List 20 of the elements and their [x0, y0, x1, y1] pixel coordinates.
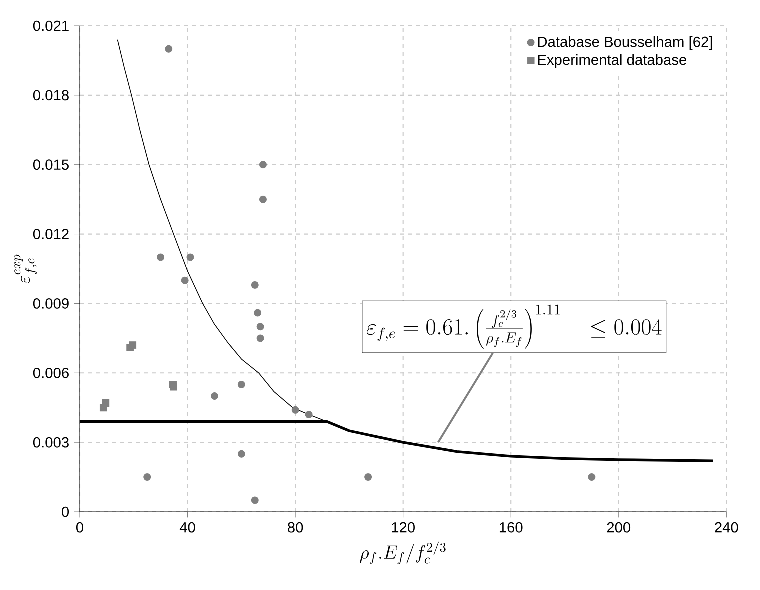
y-tick-label: 0 — [62, 506, 70, 518]
y-axis-title: $\varepsilon_{f,e}^{exp}$ — [14, 254, 38, 284]
y-tick-label: 0.006 — [33, 368, 69, 378]
x-axis-title: $\rho_f.E_f/f_c^{2/3}$ — [360, 542, 446, 565]
x-tick-label: 160 — [500, 522, 523, 533]
x-tick-label: 40 — [180, 522, 196, 533]
x-tick-label: 240 — [715, 522, 738, 533]
x-tick-label: 120 — [392, 522, 415, 533]
y-tick-label: 0.012 — [33, 229, 69, 240]
legend-label: Database Bousselham [62] — [538, 36, 712, 50]
y-tick-label: 0.009 — [33, 298, 69, 309]
y-tick-label: 0.021 — [33, 20, 69, 32]
y-tick-label: 0.015 — [33, 160, 69, 170]
x-tick-label: 80 — [288, 522, 304, 533]
x-tick-label: 0 — [76, 522, 84, 533]
legend-label: Experimental database — [538, 54, 686, 68]
annotation: $\varepsilon_{f,e} = 0.61.\left(\frac{f_c^{2/3}}{\rho_f.E_f}\right)^{1.11} \quad \leq 0.004$ — [367, 304, 662, 349]
y-tick-label: 0.018 — [33, 90, 69, 101]
y-tick-label: 0.003 — [33, 437, 69, 448]
x-tick-label: 200 — [607, 522, 631, 533]
